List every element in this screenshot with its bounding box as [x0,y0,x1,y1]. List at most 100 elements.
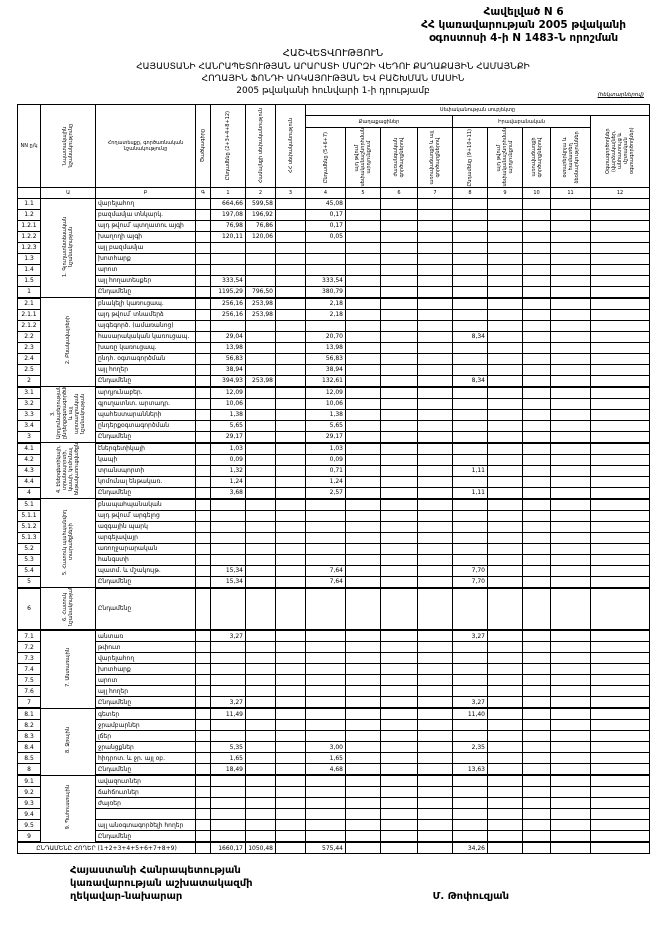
value-c10 [522,752,551,765]
value-c2 [245,397,276,410]
value-c6 [380,553,418,566]
value-c1: 333,54 [210,274,246,287]
cipher-cell [195,531,211,544]
value-c12 [589,297,651,310]
cipher-cell [195,241,211,254]
table-row: 7.5 արոտ [17,674,651,687]
value-c6 [380,419,418,432]
value-c9 [487,819,523,832]
value-c6 [380,464,418,477]
value-c7 [417,197,453,210]
value-c3 [275,263,306,276]
value-c2 [245,674,276,687]
category-cell: 7. Անտառային [40,629,96,709]
land-type-label: ավազուտներ [95,774,196,788]
value-c6 [380,641,418,654]
value-c6 [380,319,418,332]
value-c5 [345,219,381,232]
value-c3 [275,208,306,221]
land-type-label: հիդրոտ. և ջր. այլ օբ. [95,752,196,765]
value-c10 [522,285,551,299]
cipher-cell [195,707,211,721]
header-cipher: Ծածկագիրը [200,129,206,163]
value-c3 [275,553,306,566]
value-c2: 796,50 [245,285,276,299]
land-type-label: այլ հողեր [95,685,196,698]
value-c12 [589,763,651,776]
cipher-cell [195,285,211,299]
value-c9 [487,674,523,687]
value-c12 [589,430,651,444]
value-c12 [589,442,651,455]
value-c8 [452,730,488,743]
value-c4 [305,629,346,643]
value-c7 [417,386,453,399]
value-c1: 38,94 [210,363,246,376]
value-c8 [452,352,488,365]
land-type-label: Ընդամենը [95,575,196,589]
value-c1: 76,98 [210,219,246,232]
value-c12 [589,341,651,354]
value-c6 [380,707,418,721]
value-c2 [245,419,276,432]
value-c10 [522,308,551,321]
value-c8 [452,774,488,788]
value-c8 [452,652,488,665]
value-c3 [275,352,306,365]
value-c7 [417,285,453,299]
cipher-cell [195,352,211,365]
column-index: Բ [95,186,196,199]
header-c9: այդ թվում՝ սեփականաշնորհման արդյունքում [496,127,514,187]
value-c9 [487,274,523,287]
header-c5: այդ թվում՝ սեփականաշնորհման արդյունքում [354,127,372,187]
value-c10 [522,553,551,566]
value-c3 [275,486,306,500]
value-c4 [305,719,346,732]
value-c4 [305,241,346,254]
value-c9 [487,797,523,810]
value-c11 [550,819,591,832]
value-c5 [345,763,381,776]
value-c12 [589,531,651,544]
value-c9 [487,486,523,500]
value-c12 [589,542,651,555]
column-index-row: Ա Բ Գ 1 2 3 4 5 6 7 8 9 10 11 12 [17,186,651,199]
value-c5 [345,808,381,821]
value-c7 [417,219,453,232]
value-c3 [275,531,306,544]
value-c3 [275,830,306,843]
value-c10 [522,707,551,721]
value-c8 [452,297,488,310]
value-c1: 3,68 [210,486,246,500]
value-c11 [550,685,591,698]
land-type-label: ընդհ. օգտագործման [95,352,196,365]
row-code: 3.3 [17,408,41,421]
cipher-cell [195,685,211,698]
value-c6 [380,241,418,254]
value-c4: 7,64 [305,575,346,589]
value-c1 [210,808,246,821]
cipher-cell [195,730,211,743]
value-c1: 1,65 [210,752,246,765]
position-line: կառավարության աշխատակազմի [70,878,253,890]
table-row: 5.3 հանգստի [17,553,651,566]
column-index: 6 [380,186,418,199]
value-c5 [345,263,381,276]
table-row: 1.3 խոտհարք [17,252,651,265]
value-c9 [487,641,523,654]
value-c1 [210,652,246,665]
value-c9 [487,564,523,577]
value-c1: 56,83 [210,352,246,365]
value-c2 [245,685,276,698]
table-row: 2.5 այլ հողեր 38,94 38,94 [17,363,651,376]
value-c9 [487,741,523,754]
row-code: 8.1 [17,707,41,721]
value-c1 [210,509,246,522]
value-c9 [487,297,523,310]
category-cell: 1. Գյուղատնտեսական նշանակության [40,197,96,299]
value-c8: 13,63 [452,763,488,776]
row-code: 4.3 [17,464,41,477]
value-c12 [589,587,651,632]
value-c3 [275,330,306,343]
